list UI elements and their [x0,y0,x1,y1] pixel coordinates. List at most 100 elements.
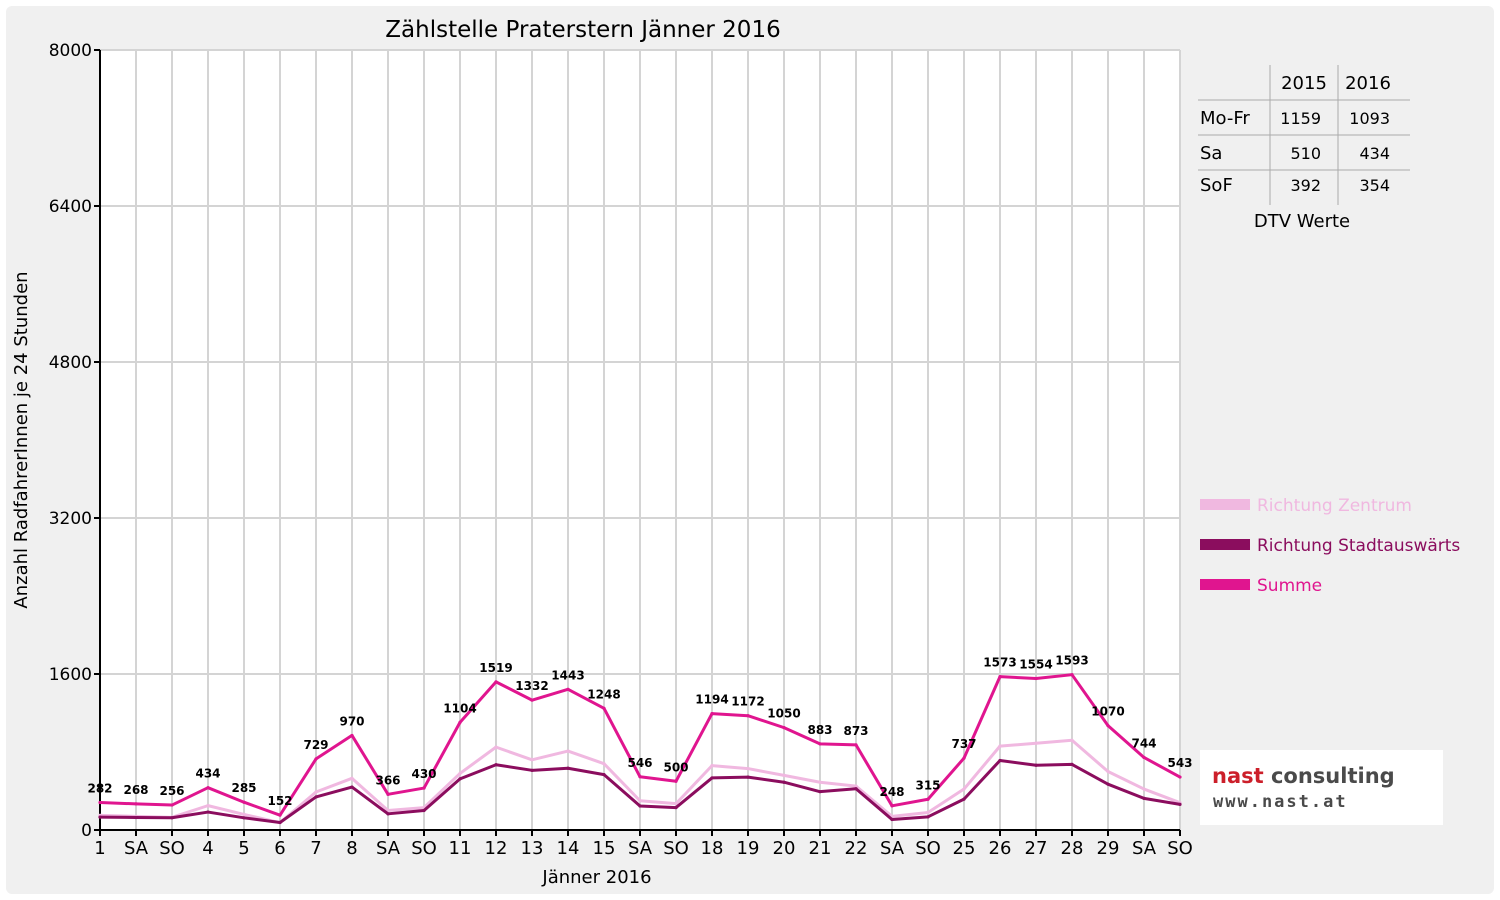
dtv-row-label: Mo-Fr [1200,108,1250,129]
data-point [854,787,858,791]
dtv-header-2015: 2015 [1281,73,1327,94]
legend-swatch [1200,499,1250,510]
data-label: 152 [267,794,292,808]
legend-swatch [1200,579,1250,590]
data-label: 873 [843,724,868,738]
data-point [1142,787,1146,791]
x-tick-label: SO [159,838,185,859]
x-tick-label: SO [411,838,437,859]
data-point [170,803,174,807]
data-point [494,745,498,749]
data-point [134,815,138,820]
data-point [458,777,462,781]
data-point [1106,782,1110,786]
data-point [782,726,786,730]
x-tick-label: 28 [1061,838,1084,859]
data-point [1070,673,1074,677]
legend-swatch [1200,539,1250,550]
data-point [1034,741,1038,745]
data-point [242,816,246,820]
data-point [206,810,210,814]
x-tick-label: SA [124,838,149,859]
x-tick-label: 8 [346,838,357,859]
data-point [386,812,390,816]
data-point [314,795,318,799]
data-point [206,804,210,808]
data-point [350,733,354,738]
data-label: 315 [915,778,940,792]
data-point [458,771,462,776]
chart-title: Zählstelle Praterstern Jänner 2016 [385,17,780,43]
x-tick-label: SA [376,838,401,859]
data-point [854,784,858,788]
x-tick-label: 27 [1025,838,1048,859]
data-label: 970 [339,714,364,728]
data-point [422,786,426,790]
y-tick-label: 3200 [49,509,92,529]
x-tick-label: 11 [449,838,472,859]
data-point [638,775,642,779]
data-point [638,799,642,803]
data-point [926,810,930,815]
data-point [278,813,282,817]
data-point [674,779,678,783]
data-label: 500 [663,760,688,774]
data-label: 543 [1167,756,1192,770]
data-point [458,720,462,724]
data-point [1034,763,1038,767]
dtv-cell: 1159 [1280,109,1321,128]
data-point [998,744,1002,748]
data-point [818,780,822,784]
logo-url: www.nast.at [1213,792,1348,812]
data-label: 1050 [767,707,800,721]
x-tick-label: 7 [310,838,321,859]
nast-consulting-logo: nast consulting www.nast.at [1200,750,1443,825]
data-point [926,797,930,801]
x-tick-label: SA [1132,838,1157,859]
data-point [422,808,426,813]
dtv-cell: 1093 [1349,109,1390,128]
data-label: 737 [951,737,976,751]
data-point [1070,762,1074,766]
x-tick-label: SA [628,838,653,859]
data-label: 546 [627,756,652,770]
legend: Richtung Zentrum Richtung Stadtauswärts Su… [1200,496,1460,596]
data-label: 1172 [731,695,764,709]
data-point [386,808,390,813]
data-point [170,816,174,820]
y-tick-labels: 0 1600 3200 4800 6400 8000 [49,41,92,841]
data-point [242,800,246,804]
data-point [962,756,966,760]
dtv-cell: 434 [1359,144,1390,163]
x-tick-label: 29 [1097,838,1120,859]
data-point [278,820,282,825]
data-point [1034,676,1038,681]
data-point [602,773,606,777]
data-point [818,742,822,746]
x-tick-labels: 1 SA SO 4 5 6 7 8 SA SO 11 12 13 14 15 SA SO 18 19 20 21 22 SA… [94,838,1193,859]
data-point [314,790,318,794]
data-point [890,817,894,822]
data-label: 1104 [443,701,476,715]
data-label: 248 [879,785,904,799]
legend-label: Richtung Zentrum [1257,496,1412,516]
data-point [314,757,318,761]
data-label: 1593 [1055,654,1088,668]
data-point [1142,796,1146,801]
x-tick-label: SA [880,838,905,859]
data-point [1106,769,1110,774]
data-label: 1194 [695,693,728,707]
data-point [926,815,930,819]
data-point [530,768,534,772]
data-point [710,764,714,768]
data-label: 434 [195,767,220,781]
x-tick-label: 5 [238,838,249,859]
dtv-caption: DTV Werte [1254,211,1350,232]
data-point [746,766,750,771]
data-point [746,775,750,779]
data-point [530,758,534,762]
dtv-row-label: SoF [1200,175,1233,196]
legend-label: Summe [1257,576,1322,596]
legend-label: Richtung Stadtauswärts [1257,536,1460,556]
data-point [746,714,750,718]
